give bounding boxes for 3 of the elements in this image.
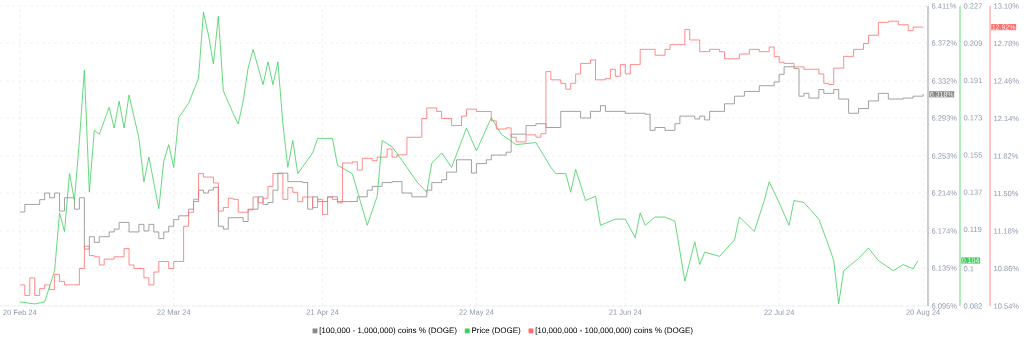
- legend-label: Price (DOGE): [472, 327, 521, 335]
- legend-label: [10,000,000 - 100,000,000) coins % (DOGE): [535, 327, 693, 335]
- legend-label: [100,000 - 1,000,000) coins % (DOGE): [319, 327, 457, 335]
